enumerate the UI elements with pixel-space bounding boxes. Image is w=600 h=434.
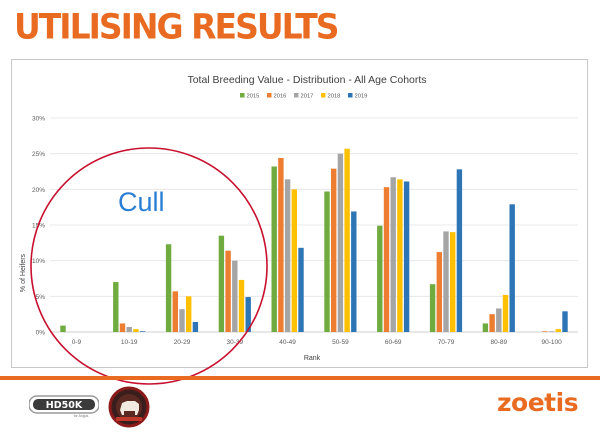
legend-swatch-2016 <box>267 93 272 98</box>
y-tick-label: 0% <box>36 330 46 337</box>
bar-2019-10-19 <box>139 331 146 332</box>
bar-2018-70-79 <box>450 232 456 332</box>
bar-2015-70-79 <box>429 284 436 332</box>
legend-swatch-2017 <box>294 93 299 98</box>
y-tick-label: 10% <box>32 258 45 265</box>
bar-2019-40-49 <box>298 247 304 332</box>
bar-2017-10-19 <box>126 327 132 332</box>
bar-2016-10-19 <box>119 323 126 332</box>
legend: 2015 2016 2017 2018 2019 <box>240 93 367 100</box>
x-tick-label: 50-59 <box>332 339 349 346</box>
cull-circle <box>30 147 268 385</box>
bar-2016-20-29 <box>172 291 178 332</box>
bar-2019-30-39 <box>245 297 251 332</box>
bar-2015-20-29 <box>165 244 172 332</box>
chart-frame: Total Breeding Value - Distribution - Al… <box>11 59 588 368</box>
legend-swatch-2019 <box>348 93 353 98</box>
x-axis-label: Rank <box>304 355 321 362</box>
bar-2016-40-49 <box>278 157 284 332</box>
bar-2017-70-79 <box>443 231 449 332</box>
bar-2015-50-59 <box>324 191 330 332</box>
bar-2018-20-29 <box>186 296 192 332</box>
bar-2017-20-29 <box>179 309 185 332</box>
bar-2017-40-49 <box>284 179 291 332</box>
x-tick-label: 40-49 <box>279 339 296 346</box>
y-tick-label: 20% <box>32 187 45 194</box>
legend-label-2016: 2016 <box>274 94 287 100</box>
bar-2017-60-69 <box>390 177 396 332</box>
hd50k-text: HD50K <box>46 400 83 411</box>
x-tick-label: 90-100 <box>541 339 562 346</box>
bar-2019-80-89 <box>509 204 515 332</box>
bar-2018-40-49 <box>291 189 297 332</box>
hd50k-logo: HD50K for Angus <box>29 395 99 418</box>
bar-2019-20-29 <box>192 322 199 332</box>
y-tick-label: 30% <box>32 116 45 123</box>
bar-2015-40-49 <box>271 166 277 332</box>
bar-2016-30-39 <box>225 250 231 332</box>
legend-swatch-2015 <box>240 93 245 98</box>
bar-2018-80-89 <box>502 294 509 332</box>
x-axis-ticks: 0-9 10-19 20-29 30-39 40-49 50-59 60-69 70-79 80… <box>72 339 562 346</box>
y-axis-label: % of Heifers <box>20 253 27 292</box>
bar-2015-10-19 <box>113 282 119 332</box>
x-tick-label: 30-39 <box>226 339 243 346</box>
bar-2016-50-59 <box>331 168 337 332</box>
bar-2018-30-39 <box>238 279 245 332</box>
x-tick-label: 60-69 <box>385 339 402 346</box>
legend-label-2019: 2019 <box>355 94 368 100</box>
bar-2016-70-79 <box>436 252 442 332</box>
club-badge-logo <box>108 386 150 428</box>
bar-2018-10-19 <box>133 329 139 332</box>
bar-2015-30-39 <box>218 235 225 332</box>
bar-2015-80-89 <box>482 323 489 332</box>
x-tick-label: 0-9 <box>72 339 82 346</box>
footer-divider <box>0 376 600 380</box>
legend-label-2015: 2015 <box>247 94 260 100</box>
bars <box>60 148 568 332</box>
bar-2019-90-100 <box>562 311 568 332</box>
bar-2016-60-69 <box>383 187 390 332</box>
bar-2015-60-69 <box>377 225 383 332</box>
bar-2015-0-9 <box>60 325 66 332</box>
cull-label: Cull <box>118 187 165 217</box>
bar-2019-50-59 <box>351 211 357 332</box>
x-tick-label: 70-79 <box>438 339 455 346</box>
x-tick-label: 20-29 <box>174 339 191 346</box>
x-tick-label: 80-89 <box>490 339 507 346</box>
x-tick-label: 10-19 <box>121 339 138 346</box>
bar-2019-60-69 <box>403 181 410 332</box>
bar-2016-90-100 <box>542 331 548 332</box>
y-tick-label: 25% <box>32 151 45 158</box>
zoetis-logo: zoetis <box>497 388 579 417</box>
slide-title: UTILISING RESULTS <box>14 6 339 47</box>
chart-title: Total Breeding Value - Distribution - Al… <box>187 74 426 86</box>
y-tick-label: 5% <box>36 294 46 301</box>
bar-2017-50-59 <box>337 153 344 332</box>
bar-2018-50-59 <box>344 148 350 332</box>
bar-2018-60-69 <box>397 179 403 332</box>
legend-label-2017: 2017 <box>301 94 314 100</box>
legend-swatch-2018 <box>321 93 326 98</box>
hd50k-subtext: for Angus <box>74 414 89 418</box>
bar-2017-90-100 <box>548 331 555 332</box>
bar-2017-80-89 <box>496 308 502 332</box>
bar-2017-30-39 <box>232 260 238 332</box>
bar-2019-70-79 <box>456 169 463 332</box>
bar-2016-80-89 <box>489 314 495 332</box>
bar-chart: Total Breeding Value - Distribution - Al… <box>20 74 578 362</box>
legend-label-2018: 2018 <box>328 94 341 100</box>
bar-2018-90-100 <box>555 329 561 332</box>
